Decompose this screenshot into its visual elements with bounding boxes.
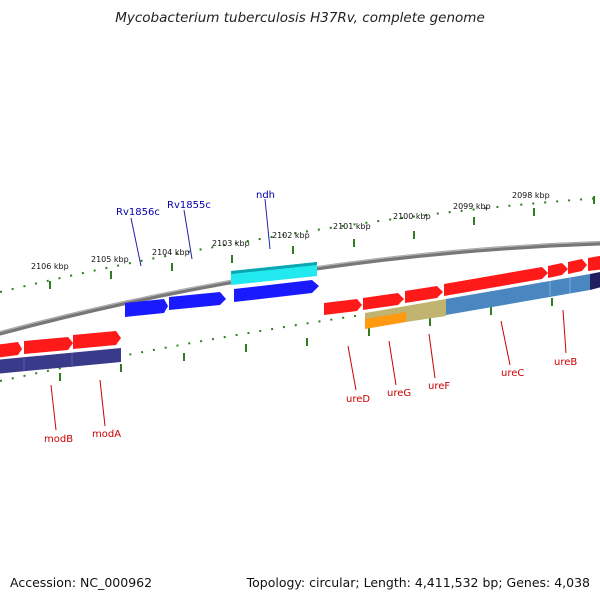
tick-label-2100: 2100 kbp	[393, 212, 431, 221]
label-ureG: ureG	[387, 388, 411, 399]
label-ndh: ndh	[256, 190, 275, 201]
ureG-band	[365, 310, 406, 329]
label-leaders-bottom	[50, 309, 567, 431]
gene-modA[interactable]	[73, 331, 121, 349]
label-rv1856c: Rv1856c	[116, 207, 160, 218]
next-operon-band	[590, 272, 600, 290]
ndh-band	[231, 262, 317, 285]
label-modB: modB	[44, 434, 73, 445]
tick-labels: 2106 kbp 2105 kbp 2104 kbp 2103 kbp 2102…	[31, 191, 550, 271]
label-rv1855c: Rv1855c	[167, 200, 211, 211]
tick-label-2101: 2101 kbp	[333, 222, 371, 231]
gene-rv1855c[interactable]	[169, 292, 226, 310]
ureF-band	[406, 299, 446, 322]
gene-ureD[interactable]	[324, 299, 362, 315]
genome-summary-text: Topology: circular; Length: 4,411,532 bp…	[246, 575, 590, 590]
gene-ureG[interactable]	[363, 293, 404, 310]
gene-labels-top: Rv1856c Rv1855c ndh	[116, 190, 275, 218]
tick-label-2099: 2099 kbp	[453, 202, 491, 211]
tick-label-2102: 2102 kbp	[272, 231, 310, 240]
ndh-band-shadow	[231, 262, 317, 274]
label-leaders-top	[130, 198, 271, 267]
ureG-band-top	[365, 306, 406, 319]
label-ureC: ureC	[501, 368, 524, 379]
gene-ndh[interactable]	[234, 280, 319, 302]
label-modA: modA	[92, 429, 121, 440]
forward-strand-genes	[0, 255, 600, 374]
gene-rv1856c[interactable]	[125, 299, 168, 317]
urease-operon-band	[446, 274, 590, 315]
outer-major-ticks	[49, 196, 595, 289]
tick-label-2104: 2104 kbp	[152, 248, 190, 257]
tick-label-2106: 2106 kbp	[31, 262, 69, 271]
inner-major-ticks	[59, 298, 553, 381]
gene-ureC[interactable]	[444, 267, 548, 296]
tick-label-2103: 2103 kbp	[212, 239, 250, 248]
accession-text: Accession: NC_000962	[10, 575, 153, 590]
gene-ureF[interactable]	[405, 286, 443, 303]
reverse-strand-genes	[125, 262, 319, 317]
label-ureF: ureF	[428, 381, 450, 392]
gene-modB[interactable]	[24, 337, 73, 354]
label-ureD: ureD	[346, 394, 370, 405]
tick-label-2098: 2098 kbp	[512, 191, 550, 200]
gene-ureA[interactable]	[568, 259, 587, 274]
gene-ureB[interactable]	[548, 263, 568, 278]
mod-operon-band	[0, 348, 121, 374]
tick-label-2105: 2105 kbp	[91, 255, 129, 264]
map-title: Mycobacterium tuberculosis H37Rv, comple…	[115, 10, 485, 26]
gene-next[interactable]	[588, 255, 600, 271]
label-ureB: ureB	[554, 357, 577, 368]
gene-modB-left[interactable]	[0, 342, 22, 358]
gene-labels-bottom: modB modA ureD ureG ureF ureC ureB	[44, 357, 577, 445]
